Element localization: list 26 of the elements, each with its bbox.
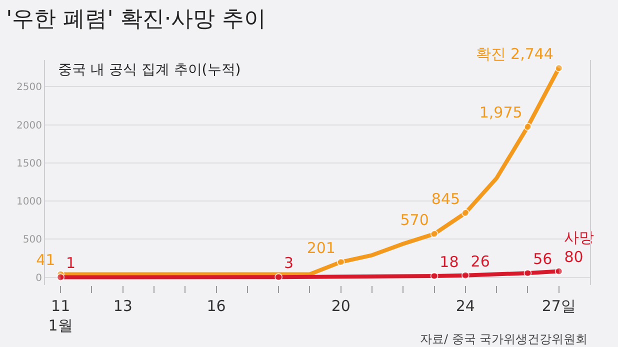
data-label: 1 [66, 254, 76, 272]
y-tick-label: 1500 [16, 158, 42, 170]
y-tick-label: 500 [22, 234, 42, 246]
data-label: 41 [36, 251, 56, 270]
text: 자료/ 중국 국가위생건강위원회 [420, 332, 588, 346]
y-tick-label: 0 [36, 272, 42, 284]
data-label: 18 [440, 252, 459, 271]
data-label: 3 [284, 254, 294, 272]
x-tick-label: 16 [206, 297, 226, 315]
data-label: 56 [533, 250, 552, 268]
data-label: 1,975 [479, 104, 522, 122]
x-tick-label: 27일 [542, 297, 576, 315]
chart-subtitle: 중국 내 공식 집계 추이(누적) [58, 62, 241, 78]
data-label: 26 [470, 252, 490, 270]
data-label: 201 [306, 238, 336, 257]
y-tick-label: 2500 [16, 82, 42, 94]
data-label: 570 [400, 210, 429, 229]
x-tick-label: 20 [331, 297, 350, 315]
x-tick-label: 13 [113, 297, 132, 315]
x-tick-label: 24 [456, 297, 475, 315]
data-label: 845 [431, 190, 460, 208]
y-tick-label: 2000 [16, 120, 42, 132]
chart-title: '우한 폐렴' 확진·사망 추이 [6, 6, 266, 32]
y-tick-label: 1000 [16, 196, 42, 208]
x-tick-label: 11 1월 [48, 297, 73, 334]
data-label: 확진 2,744 [476, 44, 554, 63]
